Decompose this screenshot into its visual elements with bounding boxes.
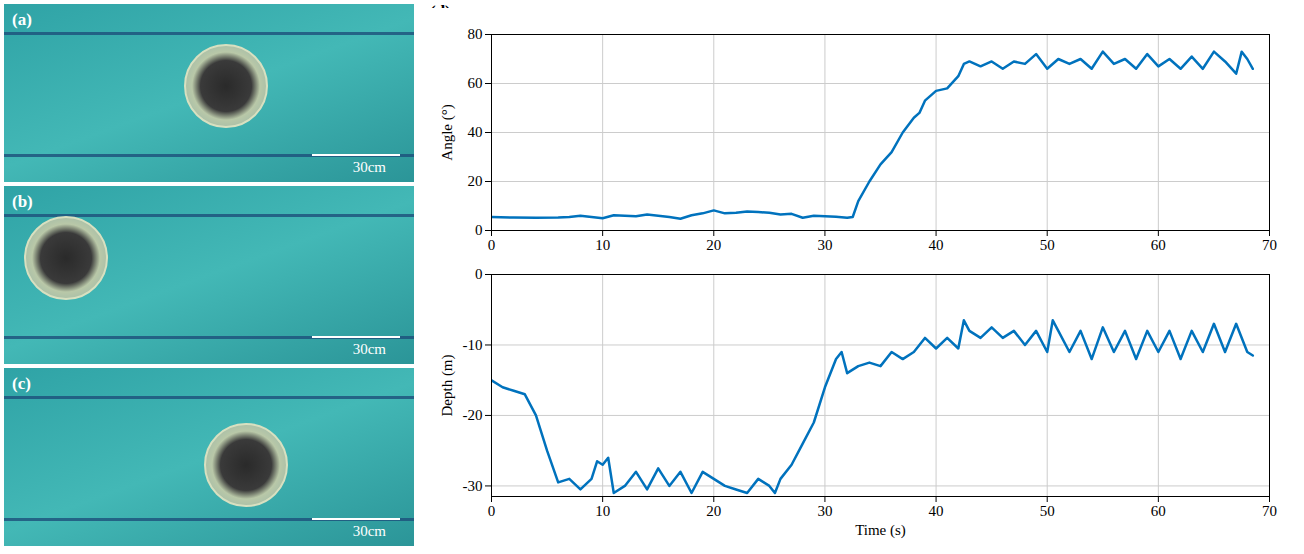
html-text:30cm: 30cm: [352, 523, 386, 539]
svg-text:30: 30: [817, 503, 832, 519]
svg-text:60: 60: [1151, 237, 1166, 253]
svg-text:40: 40: [468, 124, 483, 140]
svg-text:Time (s): Time (s): [855, 522, 906, 539]
svg-text:0: 0: [488, 237, 496, 253]
html-text:30cm: 30cm: [352, 341, 386, 357]
svg-text:10: 10: [595, 237, 610, 253]
svg-text:Angle (°): Angle (°): [439, 104, 456, 160]
svg-text:40: 40: [929, 237, 944, 253]
svg-text:0: 0: [475, 266, 483, 282]
html-text:(b): (b): [12, 192, 33, 211]
svg-text:20: 20: [706, 237, 721, 253]
svg-text:20: 20: [706, 503, 721, 519]
svg-text:-30: -30: [463, 478, 483, 494]
svg-text:10: 10: [595, 503, 610, 519]
html-text:30cm: 30cm: [352, 159, 386, 175]
html-text:(c): (c): [12, 374, 31, 393]
svg-text:30: 30: [817, 237, 832, 253]
svg-text:70: 70: [1262, 503, 1277, 519]
html-text:(d): (d): [430, 2, 451, 21]
svg-text:-20: -20: [463, 407, 483, 423]
svg-text:80: 80: [468, 26, 483, 42]
svg-text:20: 20: [468, 173, 483, 189]
svg-text:50: 50: [1040, 503, 1055, 519]
svg-text:0: 0: [475, 222, 483, 238]
svg-text:50: 50: [1040, 237, 1055, 253]
svg-text:Depth (m): Depth (m): [439, 354, 456, 416]
html-text:(a): (a): [12, 10, 32, 29]
svg-text:0: 0: [488, 503, 496, 519]
svg-text:40: 40: [929, 503, 944, 519]
svg-text:-10: -10: [463, 337, 483, 353]
svg-text:70: 70: [1262, 237, 1277, 253]
svg-text:60: 60: [468, 75, 483, 91]
svg-text:60: 60: [1151, 503, 1166, 519]
